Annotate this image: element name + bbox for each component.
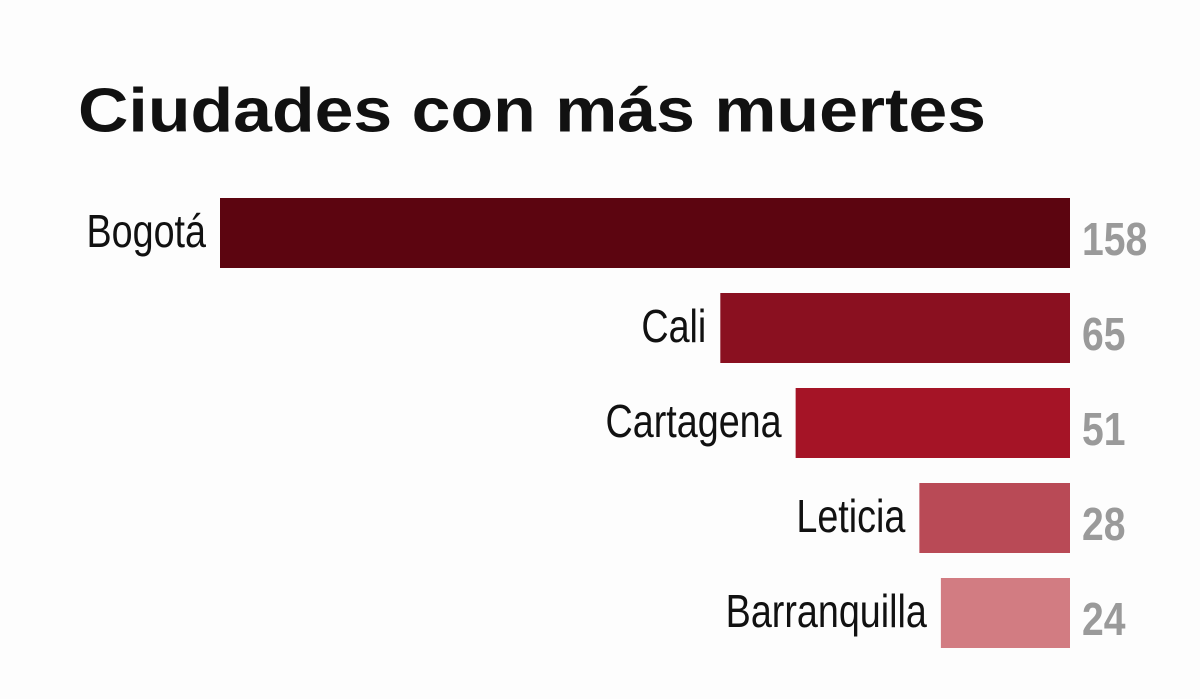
- value-label: 65: [1082, 309, 1125, 361]
- bar: [795, 388, 1070, 458]
- value-label: 28: [1082, 499, 1125, 551]
- bar: [720, 293, 1070, 363]
- value-label: 24: [1082, 594, 1126, 646]
- bar: [919, 483, 1070, 553]
- value-label: 158: [1082, 214, 1147, 266]
- value-label: 51: [1082, 404, 1125, 456]
- category-label: Barranquilla: [726, 586, 928, 637]
- category-label: Cartagena: [606, 396, 783, 447]
- bar: [940, 578, 1070, 648]
- category-label: Bogotá: [86, 206, 206, 257]
- category-label: Cali: [641, 301, 706, 352]
- bar: [220, 198, 1070, 268]
- chart-title: Ciudades con más muertes: [78, 76, 986, 145]
- category-label: Leticia: [796, 491, 906, 542]
